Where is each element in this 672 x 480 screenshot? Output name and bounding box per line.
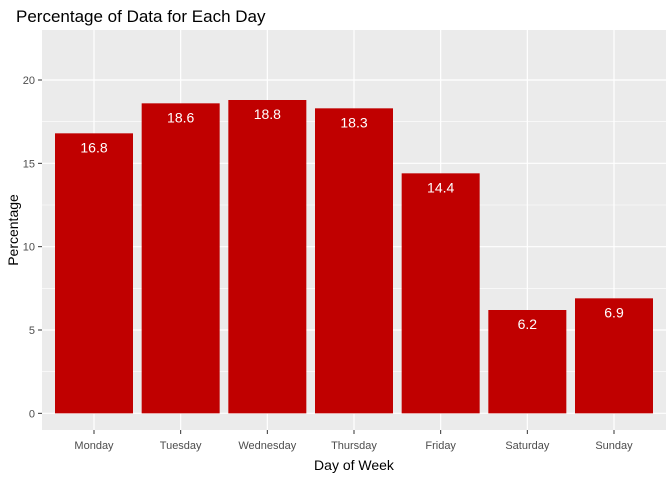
bar-friday [401,173,480,414]
bar-monday [55,133,133,414]
data-label-monday: 16.8 [80,139,107,155]
data-labels: 16.8 18.6 18.8 18.3 14.4 6.2 6.9 [80,106,624,332]
data-label-saturday: 6.2 [518,316,538,332]
bar-saturday [488,310,567,414]
chart-title: Percentage of Data for Each Day [16,7,266,26]
y-tick-label: 15 [23,158,35,170]
x-tick-label-friday: Friday [425,440,456,452]
x-tick-label-monday: Monday [74,440,114,452]
x-tick-label-sunday: Sunday [595,440,633,452]
y-axis: 0 5 10 15 20 [23,75,42,420]
y-tick-label: 20 [23,75,35,87]
bar-sunday [575,298,653,414]
y-axis-title: Percentage [5,194,21,266]
x-tick-label-tuesday: Tuesday [160,440,202,452]
data-label-friday: 14.4 [427,179,454,195]
bars [55,100,653,414]
bar-wednesday [228,100,307,414]
x-axis: Monday Tuesday Wednesday Thursday Friday Satu… [74,430,633,452]
data-label-sunday: 6.9 [604,304,624,320]
data-label-tuesday: 18.6 [167,109,194,125]
x-tick-label-thursday: Thursday [331,440,377,452]
bar-tuesday [141,103,220,414]
x-tick-label-wednesday: Wednesday [238,440,296,452]
data-label-thursday: 18.3 [340,114,367,130]
bar-thursday [315,108,393,414]
data-label-wednesday: 18.8 [254,106,281,122]
y-tick-label: 0 [29,408,35,420]
x-axis-title: Day of Week [314,457,395,473]
y-tick-label: 5 [29,325,35,337]
x-tick-label-saturday: Saturday [505,440,550,452]
y-tick-label: 10 [23,242,35,254]
